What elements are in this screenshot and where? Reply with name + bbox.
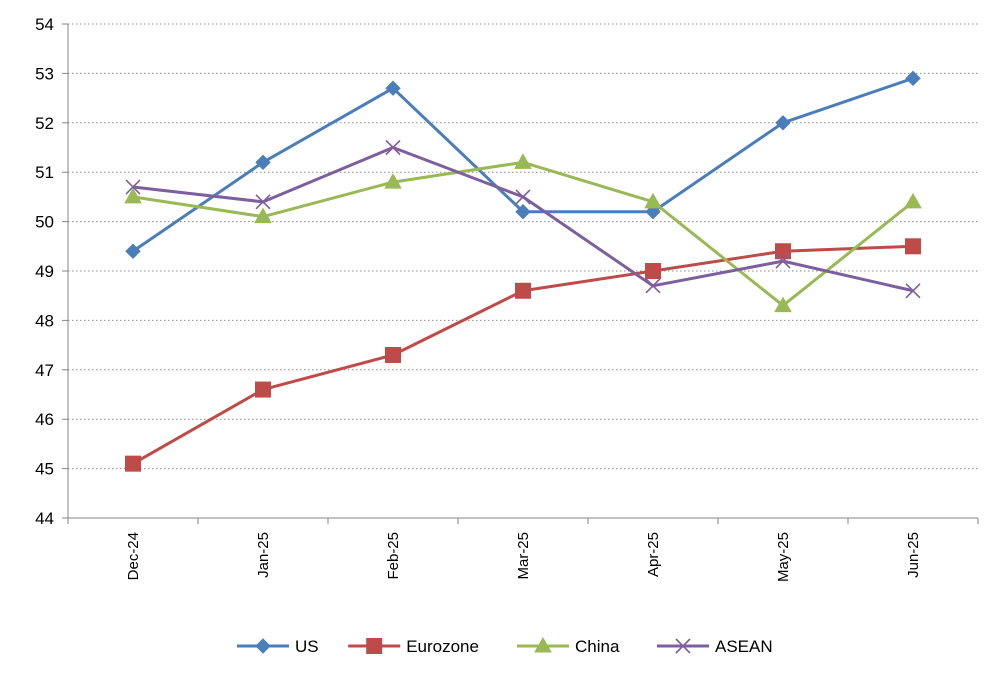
x-tick-label: Dec-24 bbox=[125, 532, 142, 580]
data-point bbox=[775, 243, 791, 260]
legend-item-us: US bbox=[237, 637, 319, 656]
data-point bbox=[124, 187, 142, 204]
legend-label: Eurozone bbox=[406, 637, 479, 656]
data-point bbox=[775, 115, 791, 131]
data-point bbox=[514, 153, 532, 169]
x-tick-label: May-25 bbox=[775, 532, 792, 582]
legend-label: US bbox=[295, 637, 319, 656]
data-point bbox=[254, 207, 272, 224]
legend-label: ASEAN bbox=[715, 637, 773, 656]
axis-layer: 44 45 46 47 48 49 50 51 52 53 54 Dec-24 Jan-25 Feb-25… bbox=[35, 15, 979, 582]
data-point bbox=[255, 154, 271, 171]
series-layer bbox=[124, 70, 922, 472]
data-point bbox=[125, 243, 141, 259]
data-point bbox=[644, 192, 662, 209]
x-tick-label: Mar-25 bbox=[515, 532, 532, 580]
data-point bbox=[255, 194, 271, 210]
data-point bbox=[774, 296, 792, 313]
y-tick-label: 51 bbox=[35, 163, 54, 182]
y-tick-label: 44 bbox=[35, 509, 54, 528]
data-point bbox=[905, 283, 921, 299]
y-tick-label: 54 bbox=[35, 15, 54, 34]
data-point bbox=[515, 189, 531, 205]
series-line-eurozone bbox=[132, 244, 914, 465]
legend-marker bbox=[366, 638, 383, 654]
legend-label: China bbox=[575, 637, 620, 656]
y-tick-label: 49 bbox=[35, 262, 54, 281]
y-tick-label: 52 bbox=[35, 114, 54, 133]
data-point bbox=[905, 238, 921, 255]
legend-item-china: China bbox=[517, 636, 620, 656]
data-point bbox=[645, 263, 661, 279]
data-point bbox=[515, 282, 531, 299]
data-point bbox=[645, 278, 661, 294]
legend-marker bbox=[675, 638, 691, 654]
series-eurozone bbox=[125, 238, 921, 472]
y-tick-label: 48 bbox=[35, 311, 54, 330]
x-tick-label: Apr-25 bbox=[645, 532, 662, 577]
data-point bbox=[125, 179, 141, 195]
y-tick-label: 53 bbox=[35, 64, 54, 83]
series-asean bbox=[125, 139, 921, 299]
data-point bbox=[255, 381, 271, 398]
data-point bbox=[904, 192, 922, 209]
series-china bbox=[124, 153, 922, 313]
y-tick-label: 50 bbox=[35, 213, 54, 232]
data-point bbox=[515, 204, 531, 220]
data-point bbox=[384, 173, 402, 189]
x-tick-label: Jun-25 bbox=[905, 532, 922, 578]
y-tick-label: 47 bbox=[35, 361, 54, 380]
x-tick-label: Jan-25 bbox=[255, 532, 272, 578]
legend-marker bbox=[534, 636, 552, 653]
data-point bbox=[385, 139, 401, 156]
y-tick-label: 46 bbox=[35, 410, 54, 429]
legend-item-eurozone: Eurozone bbox=[348, 637, 479, 656]
x-tick-label: Feb-25 bbox=[385, 532, 402, 580]
legend-item-asean: ASEAN bbox=[657, 637, 773, 656]
data-point bbox=[385, 80, 401, 96]
y-tick-label: 45 bbox=[35, 460, 54, 479]
data-point bbox=[775, 253, 791, 269]
data-point bbox=[385, 346, 401, 363]
grid-layer bbox=[68, 23, 978, 470]
data-point bbox=[125, 455, 141, 472]
series-us bbox=[125, 70, 921, 259]
legend: US Eurozone China ASEAN bbox=[237, 636, 773, 656]
data-point bbox=[905, 70, 921, 87]
legend-marker bbox=[255, 638, 271, 654]
